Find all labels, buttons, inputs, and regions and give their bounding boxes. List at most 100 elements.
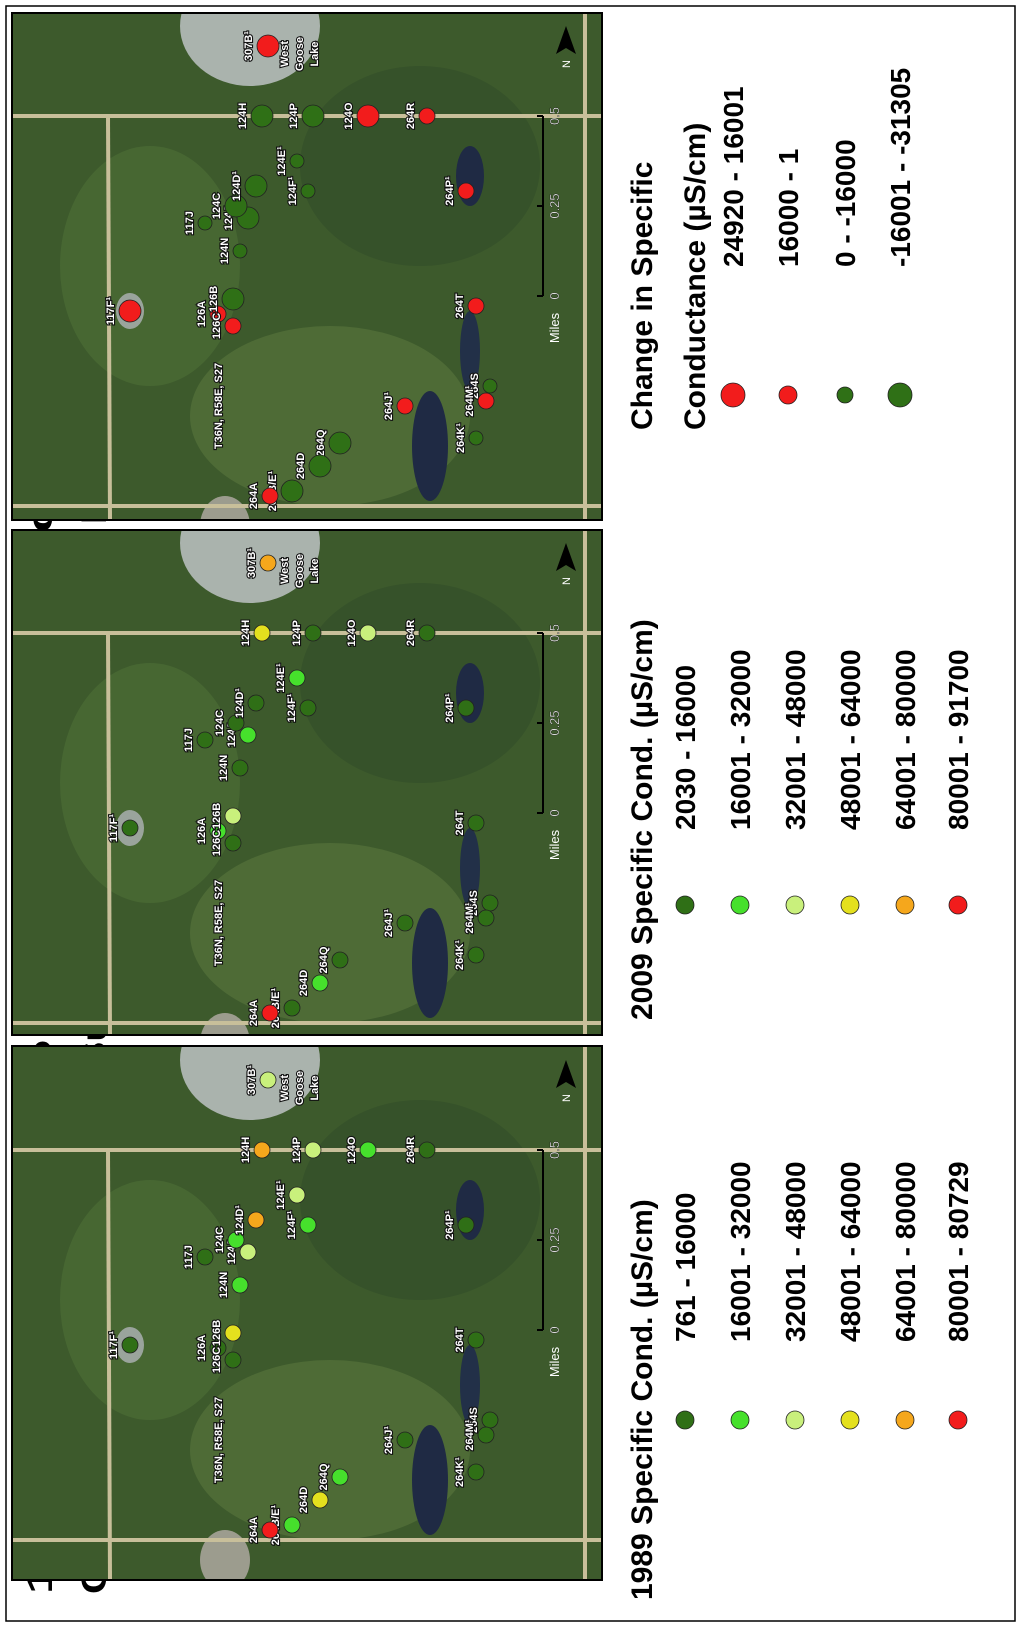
site-marker <box>197 1249 213 1265</box>
lake-label: Goose <box>294 554 306 588</box>
site-marker <box>468 1464 484 1480</box>
legend-label: 761 - 16000 <box>670 1193 701 1342</box>
legend-marker <box>896 896 914 914</box>
scale-unit: Miles <box>547 312 562 343</box>
site-marker <box>262 1522 278 1538</box>
lake-label: West <box>279 558 291 584</box>
legend-label: 32001 - 48000 <box>780 1161 811 1342</box>
site-label: 264T <box>454 810 466 835</box>
site-label: 124E¹ <box>275 663 287 693</box>
site-label: 264D <box>295 453 307 479</box>
site-label: 126B <box>211 803 223 829</box>
site-marker <box>225 835 241 851</box>
site-marker <box>232 1277 248 1293</box>
site-label: 124N <box>218 755 230 781</box>
site-label: 124O <box>346 619 358 646</box>
site-marker <box>332 1469 348 1485</box>
legend-title: 2009 Specific Cond. (µS/cm) <box>626 619 659 1020</box>
site-marker <box>289 1187 305 1203</box>
legend-label: 48001 - 64000 <box>835 649 866 830</box>
site-marker <box>284 1000 300 1016</box>
site-marker <box>245 175 267 197</box>
legend-label: 16001 - 32000 <box>725 1161 756 1342</box>
site-label: 124D¹ <box>234 1205 246 1235</box>
lake-label: West <box>279 41 291 67</box>
site-label: 124C <box>211 193 223 219</box>
site-marker <box>301 184 315 198</box>
site-marker <box>119 300 141 322</box>
site-marker <box>419 625 435 641</box>
site-marker <box>198 216 212 230</box>
terrain <box>300 1100 540 1300</box>
site-marker <box>329 432 351 454</box>
site-marker <box>483 379 497 393</box>
site-label: 307B¹ <box>243 31 255 61</box>
site-label: 117F¹ <box>105 297 117 325</box>
legend-label: 16001 - 32000 <box>725 649 756 830</box>
terrain <box>60 146 240 386</box>
site-label: 264P¹ <box>444 176 456 206</box>
site-marker <box>122 1337 138 1353</box>
site-marker <box>122 820 138 836</box>
map <box>12 0 602 556</box>
site-label: 264R <box>405 103 417 129</box>
legend-marker <box>676 1411 694 1429</box>
lake <box>412 391 448 501</box>
legend-marker <box>841 1411 859 1429</box>
site-marker <box>478 910 494 926</box>
site-marker <box>232 760 248 776</box>
site-label: 117J <box>184 211 196 235</box>
site-marker <box>222 288 244 310</box>
site-marker <box>482 895 498 911</box>
site-marker <box>397 915 413 931</box>
site-marker <box>248 695 264 711</box>
scale-tick-label: 0.25 <box>547 710 562 735</box>
legend-marker <box>731 1411 749 1429</box>
site-label: 264J¹ <box>383 1426 395 1454</box>
site-marker <box>305 1142 321 1158</box>
scale-tick-label: 0.5 <box>547 1141 562 1159</box>
site-label: 124H <box>240 620 252 646</box>
site-label: 264Q <box>315 429 327 456</box>
site-label: 126A <box>196 301 208 327</box>
legend-marker <box>949 896 967 914</box>
site-label: 124H <box>237 103 249 129</box>
site-label: 124F¹ <box>286 693 298 722</box>
legend-label: 80001 - 80729 <box>943 1161 974 1342</box>
north-label: N <box>561 1094 573 1102</box>
site-marker <box>289 670 305 686</box>
site-label: 264A <box>248 1517 260 1543</box>
site-marker <box>225 808 241 824</box>
site-marker <box>419 1142 435 1158</box>
site-marker <box>332 952 348 968</box>
site-label: 264M¹ <box>464 385 476 417</box>
site-label: 264A <box>248 1000 260 1026</box>
lake-label: Lake <box>309 558 321 583</box>
lake-label: West <box>279 1075 291 1101</box>
site-label: 126B <box>211 1320 223 1346</box>
site-label: 124F¹ <box>287 176 299 205</box>
site-label: 264K¹ <box>454 1457 466 1487</box>
site-label: 124C <box>214 710 226 736</box>
site-marker <box>458 183 474 199</box>
scale-tick-label: 0 <box>547 1326 562 1333</box>
site-marker <box>468 298 484 314</box>
site-label: 124P <box>288 103 300 129</box>
terrain <box>300 66 540 266</box>
site-marker <box>419 108 435 124</box>
site-marker <box>305 625 321 641</box>
site-marker <box>260 1072 276 1088</box>
site-label: 124E¹ <box>276 146 288 176</box>
site-label: 126C <box>211 830 223 856</box>
site-marker <box>290 154 304 168</box>
lake-label: Goose <box>294 37 306 71</box>
scale-tick-label: 0 <box>547 809 562 816</box>
figure: 1989, 2009, and Temporal Change in Speci… <box>0 0 1021 1627</box>
site-marker <box>397 398 413 414</box>
township-label: T36N, R58E, S27 <box>213 363 225 449</box>
site-label: 264M¹ <box>464 1419 476 1451</box>
site-label: 126A <box>196 818 208 844</box>
legend-label: 80001 - 91700 <box>943 649 974 830</box>
legend-title: Change in Specific <box>626 162 659 430</box>
site-marker <box>468 815 484 831</box>
